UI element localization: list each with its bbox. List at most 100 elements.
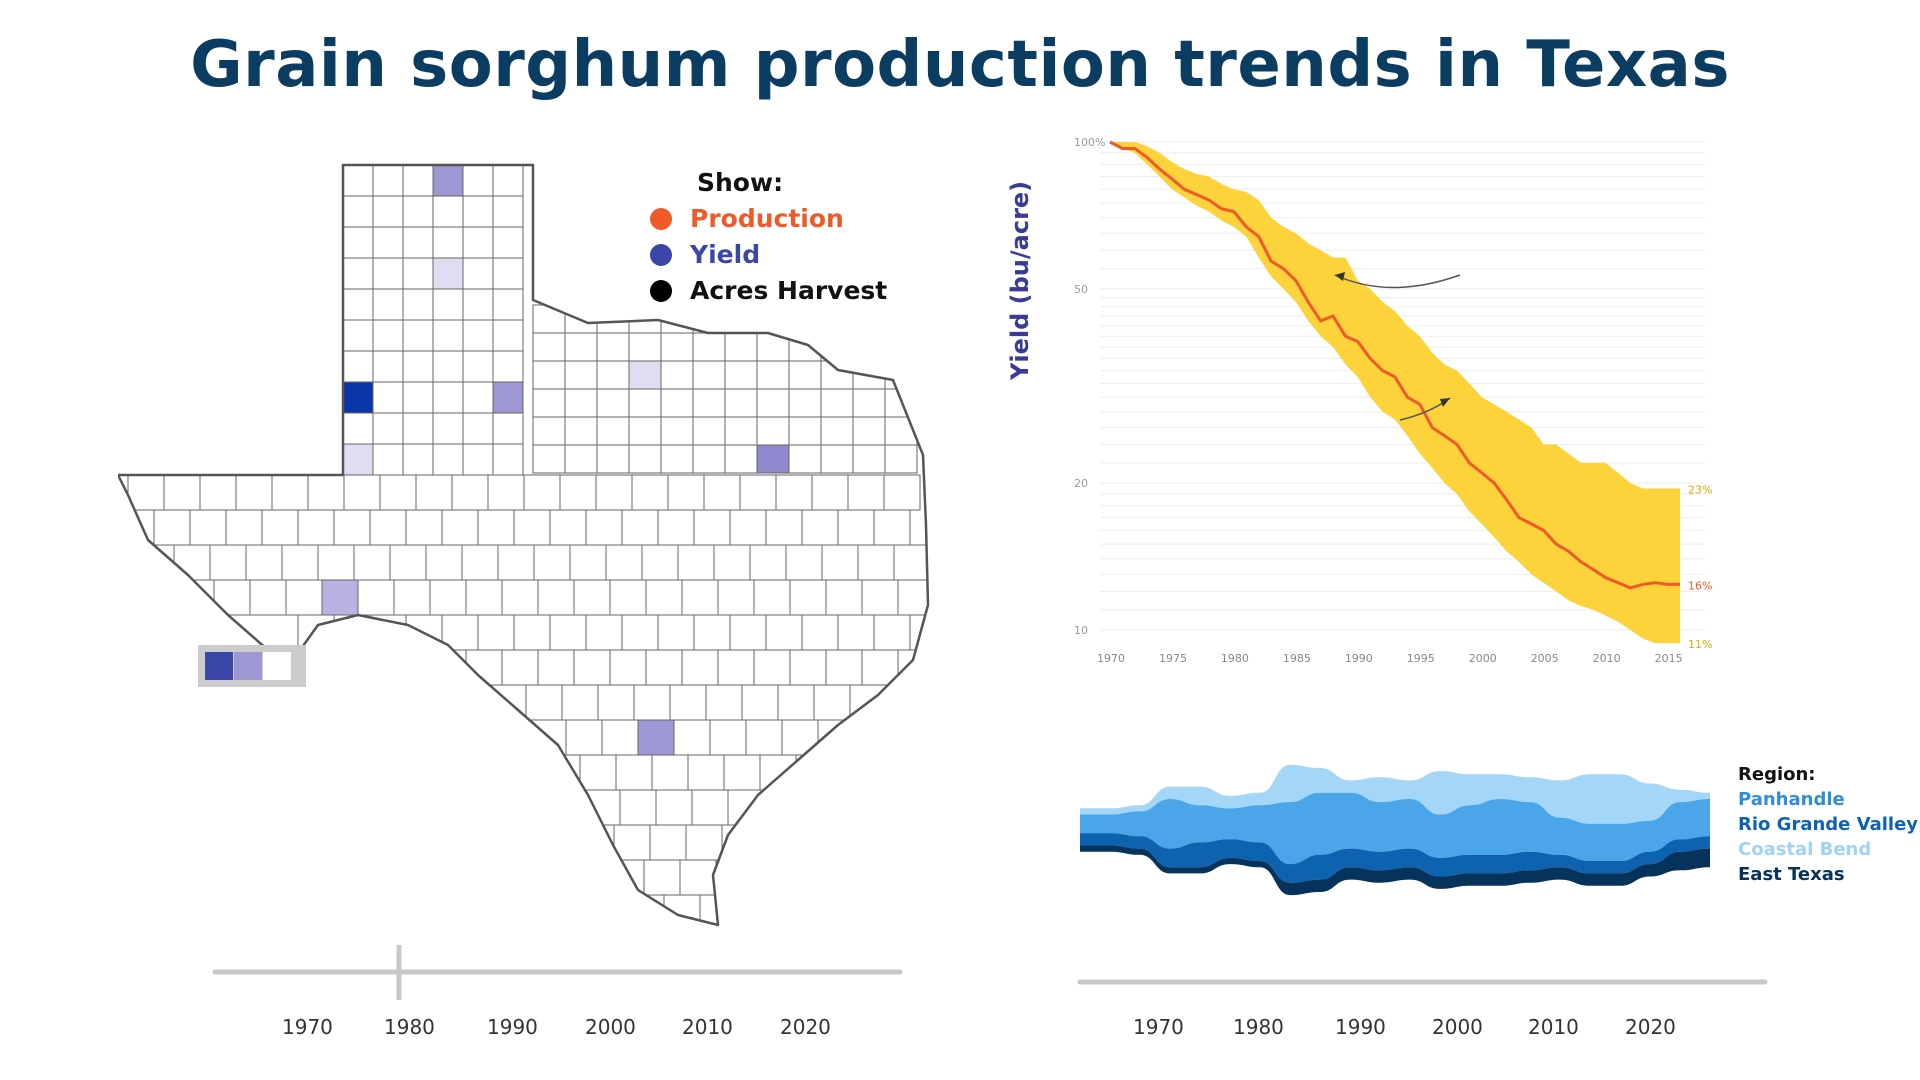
county-cell[interactable]	[564, 388, 598, 418]
county-cell[interactable]	[353, 544, 391, 581]
county-cell[interactable]	[415, 474, 453, 511]
county-cell[interactable]	[741, 684, 779, 721]
county-cell[interactable]	[492, 381, 524, 414]
county-cell[interactable]	[753, 579, 791, 616]
county-cell[interactable]	[577, 824, 615, 861]
county-cell[interactable]	[564, 332, 598, 362]
county-cell[interactable]	[402, 381, 434, 414]
county-cell[interactable]	[402, 319, 434, 352]
county-cell[interactable]	[657, 509, 695, 546]
county-cell[interactable]	[342, 412, 374, 445]
county-cell[interactable]	[492, 195, 524, 228]
right-year-tick[interactable]: 1970	[1133, 1015, 1184, 1039]
county-cell[interactable]	[372, 195, 404, 228]
county-cell[interactable]	[501, 649, 539, 686]
county-cell[interactable]	[893, 544, 930, 581]
county-cell[interactable]	[801, 614, 839, 651]
county-cell[interactable]	[369, 509, 407, 546]
county-cell[interactable]	[852, 332, 886, 362]
county-cell[interactable]	[513, 509, 551, 546]
county-cell[interactable]	[461, 544, 499, 581]
county-cell[interactable]	[492, 288, 524, 321]
county-cell[interactable]	[601, 719, 639, 756]
county-cell[interactable]	[507, 754, 545, 791]
county-cell[interactable]	[749, 544, 787, 581]
county-cell[interactable]	[585, 614, 623, 651]
county-cell[interactable]	[537, 579, 575, 616]
county-cell[interactable]	[596, 388, 630, 418]
county-cell[interactable]	[393, 579, 431, 616]
county-cell[interactable]	[837, 509, 875, 546]
county-cell[interactable]	[756, 304, 790, 334]
county-cell[interactable]	[564, 360, 598, 390]
county-cell[interactable]	[596, 444, 630, 474]
county-cell[interactable]	[789, 579, 827, 616]
county-cell[interactable]	[451, 474, 489, 511]
county-cell[interactable]	[402, 288, 434, 321]
county-cell[interactable]	[513, 614, 551, 651]
county-cell[interactable]	[357, 649, 395, 686]
county-cell[interactable]	[342, 195, 374, 228]
county-cell[interactable]	[532, 444, 566, 474]
county-cell[interactable]	[861, 579, 899, 616]
county-cell[interactable]	[225, 509, 263, 546]
county-cell[interactable]	[372, 350, 404, 383]
county-cell[interactable]	[692, 304, 726, 334]
county-cell[interactable]	[685, 824, 723, 861]
county-cell[interactable]	[342, 257, 374, 290]
county-cell[interactable]	[402, 165, 434, 197]
county-grid[interactable]	[118, 165, 938, 930]
left-year-tick[interactable]: 1990	[487, 1015, 538, 1039]
county-cell[interactable]	[379, 474, 417, 511]
county-cell[interactable]	[285, 579, 323, 616]
region-coastal-bend[interactable]: Coastal Bend	[1738, 839, 1872, 860]
stream-layer-east-texas[interactable]	[1080, 845, 1710, 896]
left-year-tick[interactable]: 1980	[384, 1015, 435, 1039]
right-year-tick[interactable]: 2000	[1432, 1015, 1483, 1039]
county-cell[interactable]	[462, 319, 494, 352]
county-cell[interactable]	[402, 443, 434, 476]
county-cell[interactable]	[717, 579, 755, 616]
county-cell[interactable]	[820, 332, 854, 362]
county-cell[interactable]	[153, 509, 191, 546]
county-cell[interactable]	[883, 474, 921, 511]
county-cell[interactable]	[681, 649, 719, 686]
county-cell[interactable]	[820, 388, 854, 418]
county-cell[interactable]	[885, 684, 923, 721]
county-cell[interactable]	[745, 719, 783, 756]
county-cell[interactable]	[729, 614, 767, 651]
county-cell[interactable]	[537, 649, 575, 686]
county-cell[interactable]	[579, 754, 617, 791]
county-cell[interactable]	[321, 579, 359, 616]
county-cell[interactable]	[609, 579, 647, 616]
county-cell[interactable]	[429, 579, 467, 616]
left-year-tick[interactable]: 2000	[585, 1015, 636, 1039]
county-cell[interactable]	[715, 859, 753, 896]
county-cell[interactable]	[127, 474, 165, 511]
county-cell[interactable]	[532, 332, 566, 362]
county-cell[interactable]	[692, 360, 726, 390]
county-cell[interactable]	[852, 388, 886, 418]
county-cell[interactable]	[788, 360, 822, 390]
county-cell[interactable]	[492, 257, 524, 290]
county-cell[interactable]	[596, 416, 630, 446]
county-cell[interactable]	[645, 579, 683, 616]
county-cell[interactable]	[811, 474, 849, 511]
county-cell[interactable]	[372, 226, 404, 259]
county-cell[interactable]	[857, 544, 895, 581]
county-cell[interactable]	[561, 684, 599, 721]
county-cell[interactable]	[532, 416, 566, 446]
county-cell[interactable]	[788, 416, 822, 446]
county-cell[interactable]	[631, 474, 669, 511]
county-cell[interactable]	[199, 474, 237, 511]
county-cell[interactable]	[402, 195, 434, 228]
county-cell[interactable]	[884, 332, 918, 362]
county-cell[interactable]	[163, 474, 201, 511]
county-cell[interactable]	[462, 165, 494, 197]
county-cell[interactable]	[641, 544, 679, 581]
county-cell[interactable]	[724, 416, 758, 446]
county-cell[interactable]	[492, 319, 524, 352]
county-cell[interactable]	[705, 684, 743, 721]
county-cell[interactable]	[825, 649, 863, 686]
county-cell[interactable]	[852, 304, 886, 334]
